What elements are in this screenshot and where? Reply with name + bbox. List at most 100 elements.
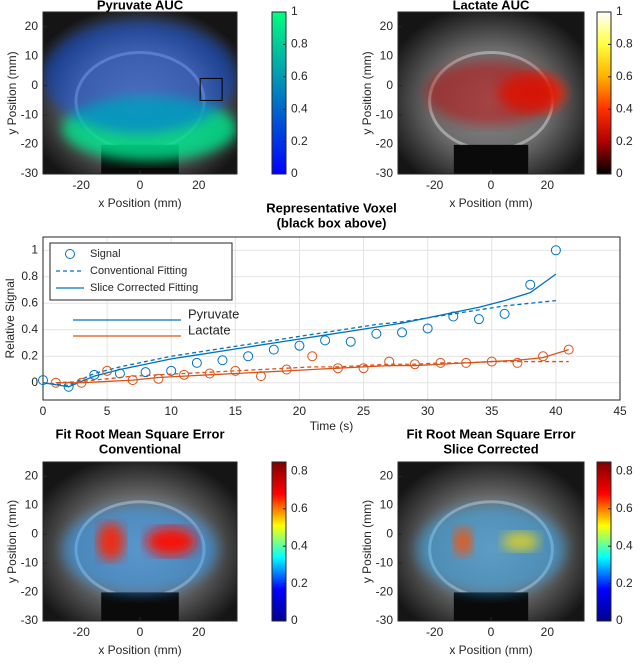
x-tick-label: 15 [229,404,243,418]
fit-line [55,349,569,384]
colorbar-tick-label: 0.2 [291,134,308,148]
voxel-box [199,77,223,101]
legend-label: Pyruvate [188,306,239,321]
signal-point [371,328,382,339]
overlay [145,527,197,556]
x-tick-label: 10 [165,404,179,418]
signal-point [307,351,318,362]
image [398,12,584,174]
y-tick-label: 10 [380,498,394,512]
y-tick-label: 20 [25,469,39,483]
signal-point [179,369,190,380]
x-tick-label: -20 [426,625,444,639]
image [398,462,584,621]
signal-point [76,377,87,388]
colorbar-tick-label: 0.4 [291,538,308,552]
image [43,462,237,621]
x-axis-label: Time (s) [310,419,354,433]
y-tick-label: -20 [21,584,39,598]
y-axis-label: Relative Signal [3,278,17,358]
colorbar-tick-label: 0.2 [616,134,633,148]
overlay [43,20,237,134]
y-tick-label: 1 [31,242,38,256]
colorbar-tick-label: 0.6 [291,501,308,515]
legend-label: Signal [90,248,121,260]
legend-label: Slice Corrected Fitting [90,282,198,294]
y-tick-label: 20 [380,469,394,483]
signal-point [448,311,459,322]
x-tick-label: 30 [421,404,435,418]
fit-line [42,299,556,387]
legend-label: Conventional Fitting [90,265,187,277]
signal-point [358,363,369,374]
colorbar [271,461,287,622]
colorbar-tick-label: 0.4 [616,538,633,552]
colorbar-tick-label: 0.8 [616,464,633,478]
x-tick-label: 20 [192,178,206,192]
y-tick-label: 0.8 [21,269,38,283]
y-tick-label: 0 [31,375,38,389]
colorbar-tick-label: 0.2 [291,576,308,590]
signal-point [140,367,151,378]
axes-frame [42,236,621,401]
colorbar-tick-label: 0.6 [291,69,308,83]
signal-point [397,327,408,338]
colorbar-tick-label: 0.4 [616,101,633,115]
legend-marker [65,249,75,259]
overlay [453,527,473,556]
signal-point [538,351,549,362]
chart-title: Pyruvate AUC [97,0,184,12]
anatomy [453,144,529,174]
y-tick-label: 0 [31,526,38,540]
x-tick-label: -20 [73,625,91,639]
x-axis-label: x Position (mm) [449,196,532,210]
signal-point [268,344,279,355]
signal-point [255,371,266,382]
y-tick-label: -10 [21,107,39,121]
x-tick-label: 35 [485,404,499,418]
signal-point [345,336,356,347]
signal-point [384,356,395,367]
x-tick-label: 25 [357,404,371,418]
y-tick-label: -10 [21,555,39,569]
overlay [416,504,566,594]
y-tick-label: 0 [31,78,38,92]
colorbar-tick-label: 0.8 [616,37,633,51]
x-tick-label: 45 [613,404,627,418]
colorbar-tick-label: 0.6 [616,69,633,83]
x-axis-label: x Position (mm) [98,643,181,657]
colorbar [596,11,612,175]
y-tick-label: -20 [21,137,39,151]
signal-point [294,340,305,351]
signal-point [435,357,446,368]
legend-label: Lactate [188,322,231,337]
signal-point [409,359,420,370]
signal-point [281,364,292,375]
signal-point [243,351,254,362]
x-tick-label: 0 [137,625,144,639]
y-axis-label: y Position (mm) [360,500,374,583]
y-tick-label: -10 [376,107,394,121]
overlay [425,60,557,126]
colorbar-tick-label: 0.6 [616,501,633,515]
x-tick-label: 20 [293,404,307,418]
signal-point [461,357,472,368]
signal-point [38,375,48,386]
y-tick-label: -20 [376,584,394,598]
image [43,12,237,174]
signal-point [550,245,561,256]
y-axis-label: y Position (mm) [360,51,374,134]
signal-point [332,363,343,374]
x-tick-label: -20 [426,178,444,192]
x-tick-label: 0 [40,404,47,418]
chart-title: Representative Voxel [266,200,397,215]
signal-point [563,344,574,355]
overlay [62,504,218,594]
colorbar-tick-label: 0 [616,166,623,180]
chart-title: Fit Root Mean Square Error [406,426,575,441]
overlay [502,531,540,552]
y-tick-label: 0.2 [21,348,38,362]
signal-point [166,365,177,376]
signal-point [486,356,497,367]
